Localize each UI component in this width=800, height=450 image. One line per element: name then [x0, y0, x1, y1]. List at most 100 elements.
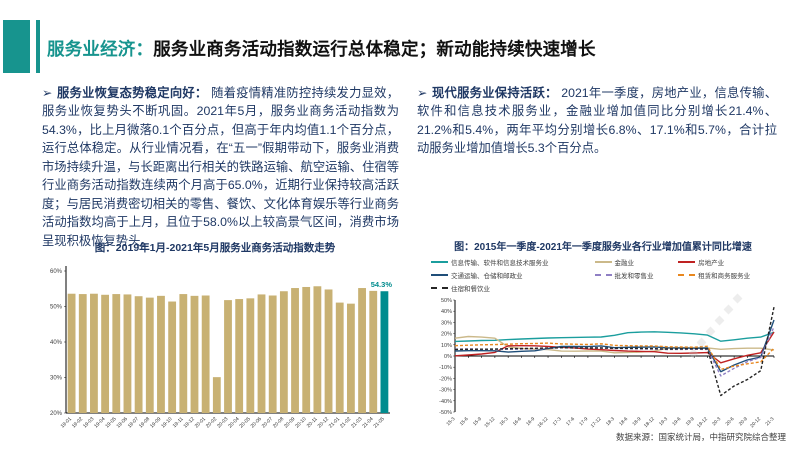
y-axis-tick-label: -50%: [439, 410, 452, 416]
bar-19-06: [123, 294, 132, 413]
bar-19-10: [168, 301, 177, 413]
x-axis-tick-label: 20-12: [749, 416, 762, 429]
x-axis-tick-label: 19-03: [82, 416, 95, 429]
bar-chart-business-activity-index: 图：2019年1月-2021年5月服务业商务活动指数走势 20% 30% 40% 50…: [36, 240, 394, 450]
legend-item: 房地产业: [678, 257, 779, 267]
x-axis-tick-label: 18-9: [631, 416, 642, 427]
bar-19-08: [145, 297, 154, 413]
bar-20-08: [279, 291, 288, 413]
legend-label: 金融业: [614, 260, 635, 267]
x-axis-tick-label: 17-9: [578, 416, 589, 427]
bar-chart-title: 图：2019年1月-2021年5月服务业商务活动指数走势: [94, 242, 336, 254]
series-line-金融业: [454, 335, 775, 354]
legend-label: 住宿和餐饮业: [451, 286, 490, 293]
y-axis-tick-label: 50%: [50, 305, 63, 311]
x-axis-tick-label: 19-01: [60, 416, 73, 429]
paragraph-lead: 现代服务业保持活跃：: [432, 86, 558, 100]
x-axis-tick-label: 20-06: [250, 416, 263, 429]
x-axis-tick-label: 21-01: [328, 416, 341, 429]
x-axis-tick-label: 19-07: [127, 416, 140, 429]
x-axis-tick-label: 20-12: [317, 416, 330, 429]
x-axis-tick-label: 19-06: [116, 416, 129, 429]
y-axis-tick-label: 30%: [50, 376, 63, 382]
x-axis-tick-label: 20-08: [272, 416, 285, 429]
legend-line-swatch: [678, 261, 696, 263]
x-axis-tick-label: 15-6: [459, 416, 470, 427]
x-axis-tick-label: 19-05: [104, 416, 117, 429]
x-axis-tick-label: 18-3: [605, 416, 616, 427]
legend-label: 交通运输、仓储和邮政业: [451, 273, 523, 280]
bar-19-03: [90, 293, 98, 413]
x-axis-tick-label: 16-12: [537, 416, 550, 429]
x-axis-tick-label: 16-3: [499, 416, 510, 427]
x-axis-tick-label: 19-09: [149, 416, 162, 429]
bar-20-05: [246, 298, 255, 413]
y-axis-tick-label: 40%: [441, 309, 452, 315]
x-axis-tick-label: 18-12: [643, 416, 656, 429]
bar-20-10: [302, 286, 311, 413]
page-title: 服务业经济：服务业商务活动指数运行总体稳定；新动能持续快速增长: [47, 36, 596, 61]
data-source-note: 数据来源：国家统计局，中指研究院综合整理: [615, 432, 786, 442]
series-line-信息传输、软件和信息技术服务业: [454, 331, 775, 343]
y-axis-tick-label: 40%: [50, 340, 63, 346]
bar-20-09: [291, 288, 299, 413]
bar-20-03: [224, 300, 232, 413]
legend-item: 信息传输、软件和信息技术服务业: [431, 257, 595, 267]
y-axis-tick-label: 60%: [50, 269, 63, 275]
series-line-批发和零售业: [454, 326, 775, 377]
x-axis-tick-label: 19-9: [685, 416, 696, 427]
x-axis-tick-label: 15-9: [472, 416, 483, 427]
x-axis-tick-label: 20-05: [238, 416, 251, 429]
highlight-value-label: 54.3%: [371, 280, 393, 289]
x-axis-tick-label: 19-11: [172, 416, 185, 429]
x-axis-tick-label: 17-3: [552, 416, 563, 427]
bullet-arrow-icon: ➢: [417, 86, 428, 100]
x-axis-tick-label: 18-6: [618, 416, 629, 427]
y-axis-tick-label: -40%: [439, 399, 452, 405]
x-axis-tick-label: 19-04: [93, 416, 106, 429]
x-axis-tick-label: 19-6: [671, 416, 682, 427]
page-title-main: 服务业商务活动指数运行总体稳定；新动能持续快速增长: [153, 39, 596, 59]
legend-line-swatch: [594, 274, 612, 276]
bar-19-07: [134, 296, 143, 413]
bar-19-01: [67, 293, 76, 413]
x-axis-tick-label: 20-10: [294, 416, 307, 429]
x-axis-tick-label: 19-12: [696, 416, 709, 429]
series-line-交通运输、仓储和邮政业: [454, 319, 775, 373]
bar-19-04: [101, 294, 110, 413]
x-axis-tick-label: 20-6: [725, 416, 736, 427]
legend-line-swatch: [594, 261, 612, 263]
x-axis-tick-label: 21-05: [373, 416, 386, 429]
x-axis-tick-label: 20-3: [711, 416, 722, 427]
x-axis-tick-label: 17-6: [565, 416, 576, 427]
bar-19-12: [190, 295, 199, 413]
x-axis-tick-label: 20-03: [216, 416, 229, 429]
paragraph-services-recovery: ➢ 服务业恢复态势稳定向好： 随着疫情精准防控持续发力显效，服务业恢复势头不断巩…: [42, 84, 399, 250]
bar-21-01: [335, 302, 344, 413]
x-axis-tick-label: 19-3: [658, 416, 669, 427]
legend-item: 金融业: [594, 257, 679, 267]
line-chart-industry-growth: 图：2015年一季度-2021年一季度服务业各行业增加值累计同比增速 信息传输、…: [427, 238, 779, 449]
legend-item: 交通运输、仓储和邮政业: [431, 270, 595, 280]
y-axis-tick-label: 0%: [444, 354, 452, 360]
x-axis-tick-label: 20-01: [194, 416, 207, 429]
x-axis-tick-label: 16-9: [525, 416, 536, 427]
legend-line-swatch: [678, 274, 696, 276]
x-axis-tick-label: 21-04: [361, 416, 374, 429]
bar-19-02: [78, 294, 87, 413]
legend-line-swatch: [431, 287, 448, 289]
bar-21-02: [346, 303, 355, 413]
x-axis-tick-label: 19-10: [160, 416, 173, 429]
x-axis-tick-label: 21-03: [350, 416, 363, 429]
bar-20-12: [324, 289, 333, 413]
legend-label: 批发和零售业: [614, 273, 654, 280]
x-axis-tick-label: 21-3: [764, 416, 775, 427]
legend-item: 租赁和商务服务业: [678, 270, 779, 280]
paragraph-lead: 服务业恢复态势稳定向好：: [56, 86, 208, 100]
x-axis-tick-label: 16-6: [512, 416, 523, 427]
x-axis-tick-label: 20-9: [738, 416, 749, 427]
bar-21-03: [358, 288, 366, 413]
bar-20-02: [212, 377, 221, 413]
paragraph-body: 2021年一季度，房地产业，信息传输、软件和信息技术服务业，金融业增加值同比分别…: [417, 86, 778, 156]
